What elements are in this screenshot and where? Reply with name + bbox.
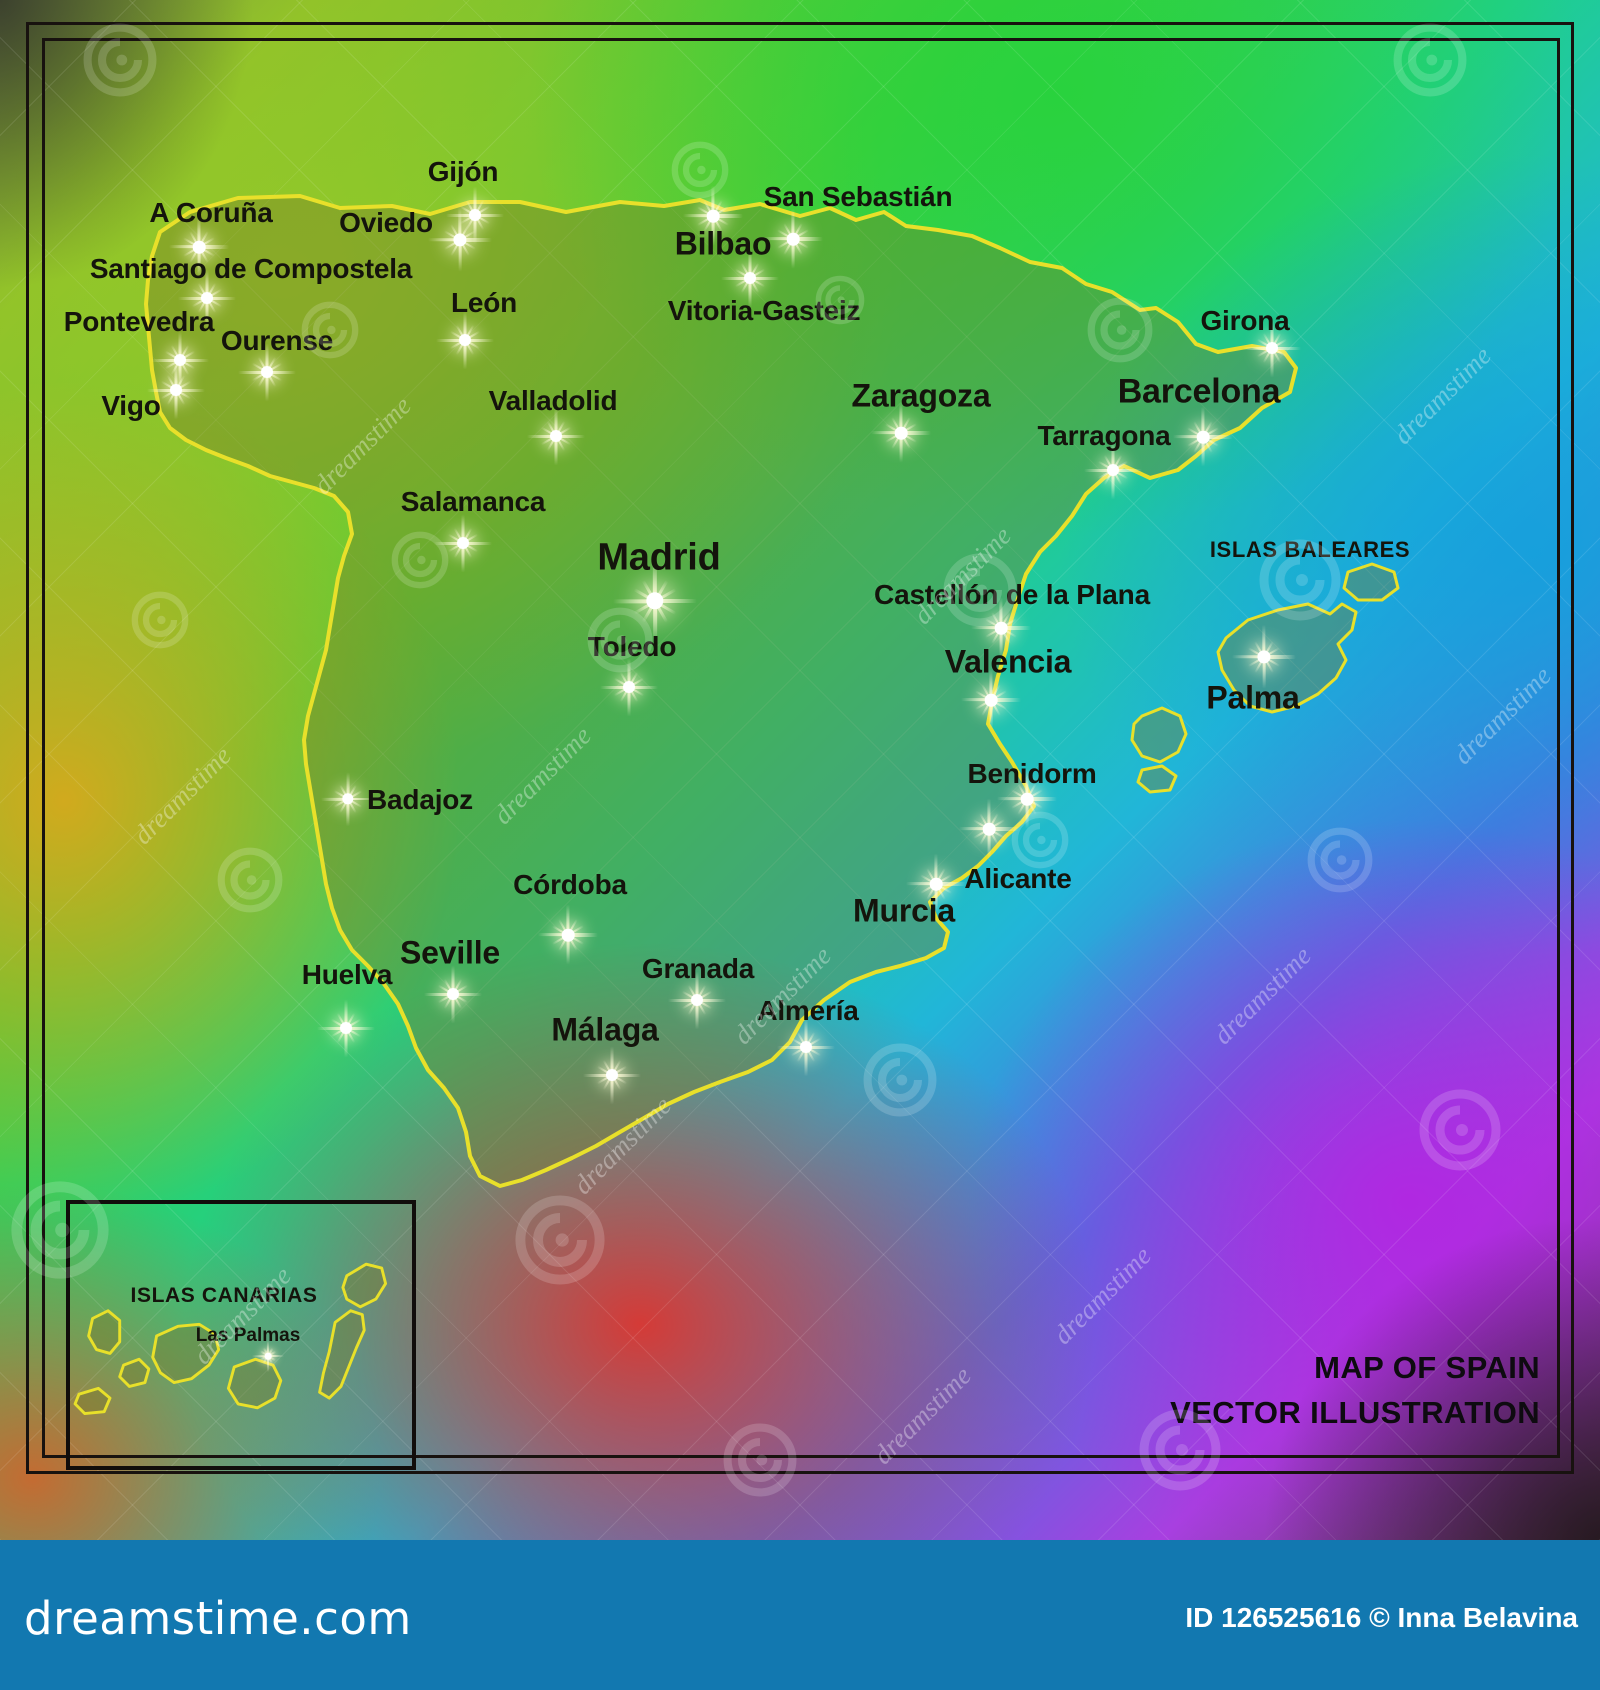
spain-mainland-shape [144,194,1298,1188]
las-palmas-label: Las Palmas [195,1325,301,1346]
city-label-c-rdoba: Córdoba [513,869,627,900]
city-label-seville: Seville [399,934,501,971]
city-label-le-n: León [450,287,518,318]
watermark-mesh [0,0,1600,1540]
dreamstime-logo[interactable]: dreamstime.com [24,1592,412,1645]
city-label-tarragona: Tarragona [1037,420,1171,451]
city-label-granada: Granada [641,953,755,984]
dreamstime-logo-text: dreamstime.com [24,1592,412,1645]
map-title-line1: MAP OF SPAIN [1314,1350,1540,1385]
city-label-castell-n-de-la-plana: Castellón de la Plana [874,579,1150,610]
city-label-benidorm: Benidorm [967,758,1097,789]
city-label-barcelona: Barcelona [1117,372,1281,411]
city-label-vigo: Vigo [101,390,161,421]
la-gomera-island-shape [118,1357,151,1388]
image-credit-text: ID 126525616 © Inna Belavina [1185,1602,1578,1633]
ibiza-island-shape [1130,706,1188,764]
map-title-line2: VECTOR ILLUSTRATION [1170,1395,1540,1430]
city-label-alicante: Alicante [964,863,1072,894]
spain-map-svg [144,194,1400,1188]
city-label-oviedo: Oviedo [339,207,433,238]
city-label-badajoz: Badajoz [367,784,473,815]
city-label-bilbao: Bilbao [674,225,772,262]
city-label-salamanca: Salamanca [400,486,546,517]
islas-baleares-label: ISLAS BALEARES [1209,537,1411,562]
city-label-vitoria-gasteiz: Vitoria-Gasteiz [667,295,861,326]
tenerife-island-shape [151,1322,221,1385]
city-label-m-laga: Málaga [551,1011,659,1048]
city-label-madrid: Madrid [597,536,721,579]
city-label-a-coru-a: A Coruña [149,197,273,228]
city-label-huelva: Huelva [301,959,393,990]
city-label-gij-n: Gijón [427,156,499,187]
lanzarote-island-shape [341,1262,388,1309]
city-label-palma: Palma [1206,679,1300,716]
islas-canarias-inset: ISLAS CANARIAS Las Palmas [66,1200,416,1470]
city-label-toledo: Toledo [587,631,677,662]
formentera-island-shape [1136,764,1178,794]
city-label-santiago-de-compostela: Santiago de Compostela [89,253,413,284]
map-title-block: MAP OF SPAIN VECTOR ILLUSTRATION [1170,1345,1540,1435]
city-label-valladolid: Valladolid [488,385,618,416]
frame-outer-border [26,22,1574,1474]
el-hierro-island-shape [73,1386,112,1416]
gran-canaria-island-shape [226,1357,283,1410]
menorca-island-shape [1342,562,1400,602]
city-label-almer-a: Almería [757,995,859,1026]
frame-inner-border [42,38,1560,1458]
city-label-valencia: Valencia [944,643,1072,680]
city-label-san-sebasti-n: San Sebastián [763,181,953,212]
city-label-zaragoza: Zaragoza [851,377,991,414]
city-label-pontevedra: Pontevedra [63,306,215,337]
la-palma-island-shape [87,1309,122,1355]
fuerteventura-island-shape [318,1309,366,1400]
canarias-title-label: ISLAS CANARIAS [130,1284,318,1307]
dreamstime-footer-bar: dreamstime.com ID 126525616 © Inna Belav… [0,1540,1600,1690]
city-label-girona: Girona [1200,305,1290,336]
canarias-svg [73,1262,388,1416]
map-canvas: A Coruña Gijón Oviedo San Sebastián Bilbao Sa… [0,0,1600,1540]
background-gradient-dark-topleft [0,0,1600,1540]
city-label-murcia: Murcia [853,892,955,929]
city-label-ourense: Ourense [220,325,334,356]
